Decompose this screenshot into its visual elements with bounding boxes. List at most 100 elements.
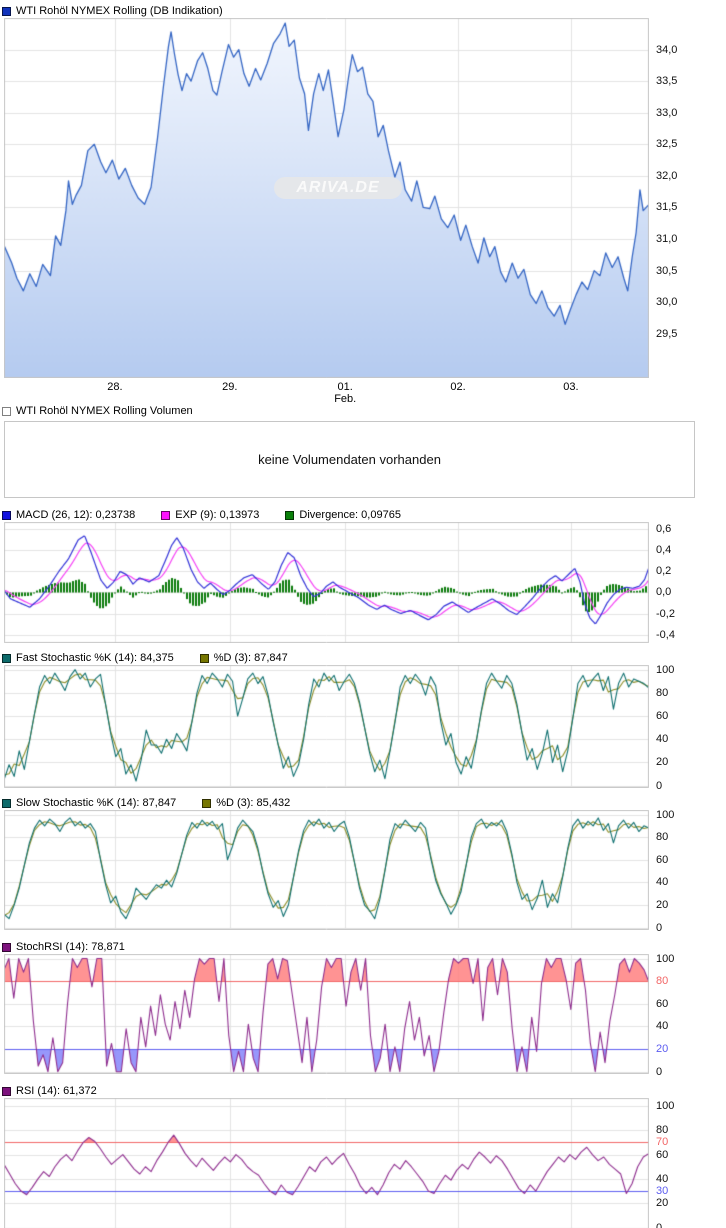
- y-tick-label: 33,5: [656, 75, 678, 87]
- y-tick-label: 30: [656, 1185, 669, 1197]
- y-tick-label: 31,5: [656, 201, 678, 213]
- volume-empty-box: keine Volumendaten vorhanden: [4, 421, 695, 498]
- y-tick-label: 40: [656, 1173, 669, 1185]
- price-x-axis: 28. 29. 01. Feb. 02. 03.: [4, 378, 726, 405]
- macd-panel-row: 0,6 0,4 0,2 0,0 -0,2 -0,4: [0, 522, 726, 643]
- y-tick-label: 0: [656, 1066, 663, 1078]
- y-tick-label: 30,5: [656, 265, 678, 277]
- legend-swatch-icon: [2, 406, 11, 416]
- y-tick-label: 29,5: [656, 328, 678, 340]
- volume-legend-label: WTI Rohöl NYMEX Rolling Volumen: [16, 405, 193, 417]
- stochrsi-panel-row: 100 80 60 40 20 0: [0, 953, 726, 1078]
- legend-item: %D (3): 85,432: [202, 797, 290, 809]
- stochrsi-plot: [4, 954, 649, 1074]
- legend-swatch-icon: [199, 653, 209, 663]
- macd-y-axis: 0,6 0,4 0,2 0,0 -0,2 -0,4: [649, 522, 726, 643]
- legend-item: WTI Rohöl NYMEX Rolling Volumen: [2, 405, 193, 417]
- fast-stochastic-legend: Fast Stochastic %K (14): 84,375 %D (3): …: [0, 649, 726, 665]
- price-plot: ARIVA.DE: [4, 18, 649, 378]
- y-tick-label: 20: [656, 1197, 669, 1209]
- rsi-y-axis: 100 80 70 60 40 30 20 0: [649, 1098, 726, 1228]
- rsi-legend-label: RSI (14): 61,372: [16, 1085, 97, 1097]
- price-legend: WTI Rohöl NYMEX Rolling (DB Indikation): [0, 2, 726, 18]
- volume-legend: WTI Rohöl NYMEX Rolling Volumen: [0, 402, 726, 418]
- y-tick-label: 80: [656, 831, 669, 843]
- y-tick-label: 0: [656, 922, 663, 934]
- y-tick-label: 100: [656, 664, 675, 676]
- legend-item: StochRSI (14): 78,871: [2, 941, 125, 953]
- y-tick-label: 40: [656, 733, 669, 745]
- macd-plot: [4, 522, 649, 643]
- y-tick-label: 60: [656, 1149, 669, 1161]
- slow-stochastic-panel-row: 100 80 60 40 20 0: [0, 809, 726, 934]
- y-tick-label: 100: [656, 1100, 675, 1112]
- y-tick-label: 31,0: [656, 233, 678, 245]
- x-tick-label: 01. Feb.: [334, 381, 357, 405]
- y-tick-label: 20: [656, 899, 669, 911]
- stochrsi-canvas: [4, 954, 649, 1074]
- slow-stochastic-section: Slow Stochastic %K (14): 87,847 %D (3): …: [0, 794, 726, 934]
- y-tick-label: 100: [656, 953, 675, 965]
- rsi-section: RSI (14): 61,372 100 80 70 60 40 30 20 0: [0, 1082, 726, 1228]
- price-panel-row: ARIVA.DE 34,0 33,5 33,0 32,5 32,0 31,5 31,0 30,…: [0, 18, 726, 378]
- volume-section: WTI Rohöl NYMEX Rolling Volumen keine Vo…: [0, 402, 726, 498]
- y-tick-label: 80: [656, 1124, 669, 1136]
- macd-chart-canvas: [4, 522, 649, 643]
- y-tick-label: 0: [656, 1222, 663, 1228]
- volume-empty-message: keine Volumendaten vorhanden: [258, 452, 441, 467]
- y-tick-label: 60: [656, 854, 669, 866]
- exp-legend-label: EXP (9): 0,13973: [175, 509, 260, 521]
- legend-item: Slow Stochastic %K (14): 87,847: [2, 797, 176, 809]
- slow-stochastic-legend: Slow Stochastic %K (14): 87,847 %D (3): …: [0, 794, 726, 810]
- y-tick-label: 0: [656, 780, 663, 792]
- legend-swatch-icon: [2, 798, 11, 808]
- legend-item: Fast Stochastic %K (14): 84,375: [2, 652, 174, 664]
- rsi-legend: RSI (14): 61,372: [0, 1082, 726, 1098]
- stochrsi-y-axis: 100 80 60 40 20 0: [649, 953, 726, 1078]
- y-tick-label: 0,4: [656, 544, 672, 556]
- price-y-axis: 34,0 33,5 33,0 32,5 32,0 31,5 31,0 30,5 30,0 29,5: [649, 18, 726, 378]
- rsi-plot: [4, 1098, 649, 1228]
- y-tick-label: 30,0: [656, 296, 678, 308]
- macd-section: MACD (26, 12): 0,23738 EXP (9): 0,13973 …: [0, 506, 726, 643]
- y-tick-label: 20: [656, 1043, 669, 1055]
- legend-swatch-icon: [161, 510, 171, 520]
- y-tick-label: 0,2: [656, 565, 672, 577]
- y-tick-label: 40: [656, 1020, 669, 1032]
- legend-swatch-icon: [202, 798, 212, 808]
- y-tick-label: 0,0: [656, 586, 672, 598]
- legend-item: WTI Rohöl NYMEX Rolling (DB Indikation): [2, 5, 223, 17]
- stochrsi-legend-label: StochRSI (14): 78,871: [16, 941, 125, 953]
- x-tick-label: 29.: [222, 381, 238, 393]
- stochrsi-legend: StochRSI (14): 78,871: [0, 938, 726, 954]
- y-tick-label: 20: [656, 756, 669, 768]
- fast-k-legend-label: Fast Stochastic %K (14): 84,375: [16, 652, 174, 664]
- legend-item: %D (3): 87,847: [199, 652, 288, 664]
- legend-item: MACD (26, 12): 0,23738: [2, 509, 135, 521]
- x-tick-label: 02.: [450, 381, 466, 393]
- price-section: WTI Rohöl NYMEX Rolling (DB Indikation) …: [0, 2, 726, 405]
- y-tick-label: -0,4: [656, 629, 675, 641]
- fast-stochastic-canvas: [4, 665, 649, 788]
- y-tick-label: 70: [656, 1136, 669, 1148]
- y-tick-label: 32,0: [656, 170, 678, 182]
- macd-legend: MACD (26, 12): 0,23738 EXP (9): 0,13973 …: [0, 506, 726, 522]
- legend-item: RSI (14): 61,372: [2, 1085, 97, 1097]
- rsi-panel-row: 100 80 70 60 40 30 20 0: [0, 1098, 726, 1228]
- legend-swatch-icon: [285, 510, 295, 520]
- y-tick-label: 0,6: [656, 523, 672, 535]
- slow-k-legend-label: Slow Stochastic %K (14): 87,847: [16, 797, 177, 809]
- legend-item: Divergence: 0,09765: [285, 509, 401, 521]
- fast-stochastic-section: Fast Stochastic %K (14): 84,375 %D (3): …: [0, 649, 726, 792]
- slow-stochastic-plot: [4, 810, 649, 930]
- fast-stochastic-plot: [4, 665, 649, 788]
- legend-swatch-icon: [2, 510, 11, 520]
- rsi-canvas: [4, 1098, 649, 1228]
- x-tick-label: 03.: [563, 381, 579, 393]
- divergence-legend-label: Divergence: 0,09765: [299, 509, 401, 521]
- macd-legend-label: MACD (26, 12): 0,23738: [16, 509, 136, 521]
- y-tick-label: 32,5: [656, 138, 678, 150]
- stochrsi-section: StochRSI (14): 78,871 100 80 60 40 20 0: [0, 938, 726, 1078]
- y-tick-label: 33,0: [656, 107, 678, 119]
